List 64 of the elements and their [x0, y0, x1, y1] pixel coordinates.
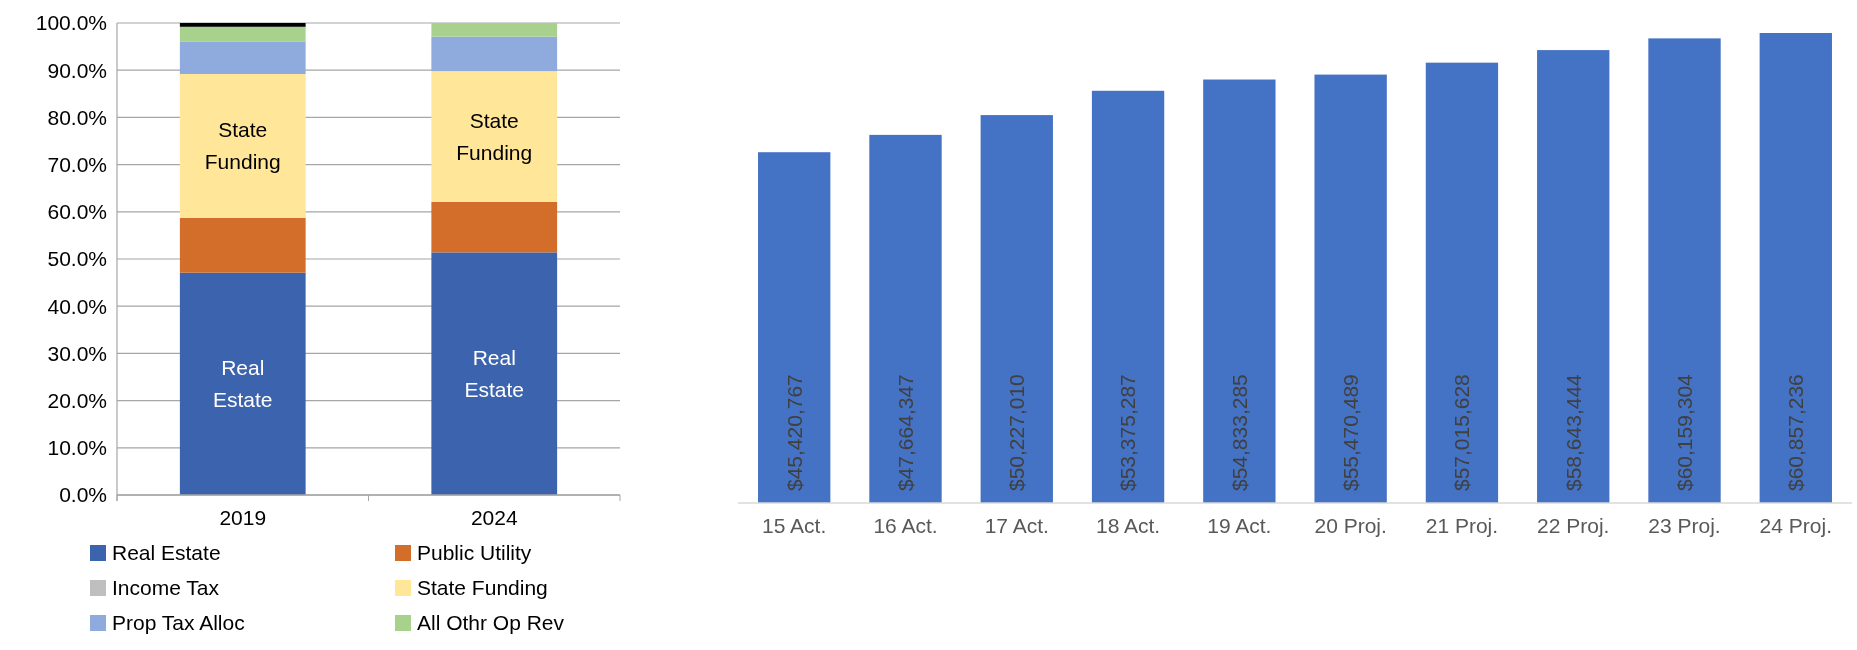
legend-label: Public Utility — [417, 541, 532, 565]
bar — [179, 23, 306, 27]
data-label: $54,833,285 — [1227, 374, 1251, 491]
bar — [869, 134, 942, 503]
y-tick-label: 50.0% — [47, 247, 107, 271]
x-tick-label: 23 Proj. — [1648, 514, 1721, 537]
bar — [431, 201, 558, 253]
bar — [179, 217, 306, 273]
bar — [1537, 50, 1610, 503]
y-tick-label: 30.0% — [47, 341, 107, 365]
annotation: Real Estate — [212, 356, 273, 412]
x-tick-label: 18 Act. — [1095, 514, 1161, 537]
x-tick-label: 2024 — [470, 506, 518, 529]
x-tick-label: 21 Proj. — [1425, 514, 1499, 537]
legend-label: Prop Tax Alloc — [112, 611, 245, 635]
y-tick-label: 80.0% — [47, 105, 107, 129]
bar — [431, 23, 558, 37]
bar — [980, 115, 1053, 503]
y-tick-label: 60.0% — [47, 200, 107, 224]
x-tick-label: 17 Act. — [984, 514, 1049, 537]
legend-label: State Funding — [417, 576, 548, 600]
bar — [179, 73, 306, 218]
bar — [1425, 62, 1499, 503]
data-label: $58,643,444 — [1561, 373, 1585, 491]
bar — [1759, 33, 1832, 503]
data-label: $50,227,010 — [1005, 374, 1029, 491]
y-tick-label: 100.0% — [35, 11, 107, 35]
bar — [431, 36, 558, 72]
data-label: $55,470,489 — [1338, 374, 1362, 491]
legend-label: Real Estate — [112, 541, 221, 565]
annotation: State Funding — [456, 108, 533, 164]
annotation: Real Estate — [464, 346, 525, 402]
bar — [431, 71, 558, 202]
bar — [431, 252, 558, 495]
data-label: $47,664,347 — [893, 374, 917, 491]
data-label: $60,857,236 — [1784, 374, 1808, 491]
data-label: $57,015,628 — [1450, 374, 1474, 491]
bar — [1648, 38, 1721, 503]
data-label: $45,420,767 — [782, 374, 806, 491]
bar — [1314, 74, 1387, 503]
bar — [179, 272, 306, 495]
legend-label: Income Tax — [112, 576, 220, 600]
x-tick-label: 16 Act. — [873, 514, 938, 537]
x-tick-label: 24 Proj. — [1759, 514, 1832, 537]
annotation: State Funding — [204, 118, 281, 174]
bar — [758, 152, 831, 503]
x-tick-label: 22 Proj. — [1537, 514, 1610, 537]
y-tick-label: 0.0% — [59, 483, 107, 507]
bar — [1203, 79, 1276, 503]
x-tick-label: 19 Act. — [1207, 514, 1272, 537]
bar — [1091, 90, 1165, 503]
y-tick-label: 90.0% — [47, 58, 107, 82]
data-label: $60,159,304 — [1672, 373, 1696, 491]
y-tick-label: 10.0% — [47, 436, 107, 460]
y-tick-label: 70.0% — [47, 152, 107, 176]
bar — [179, 41, 306, 74]
y-tick-label: 20.0% — [47, 388, 107, 412]
x-tick-label: 15 Act. — [762, 514, 827, 537]
data-label: $53,375,287 — [1116, 374, 1140, 491]
y-tick-label: 40.0% — [47, 294, 107, 318]
bar — [179, 26, 306, 42]
legend-label: All Othr Op Rev — [417, 611, 565, 635]
x-tick-label: 20 Proj. — [1314, 514, 1387, 537]
x-tick-label: 2019 — [219, 506, 267, 529]
